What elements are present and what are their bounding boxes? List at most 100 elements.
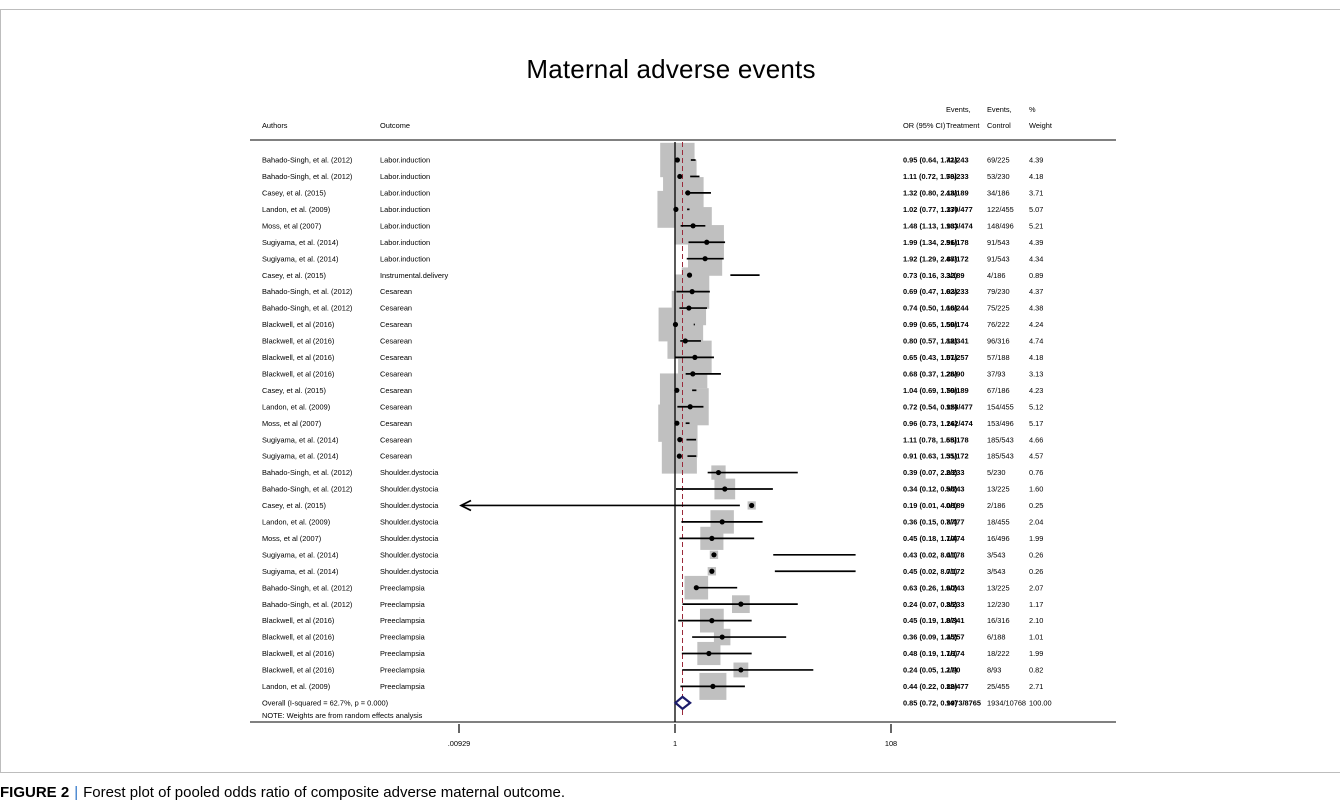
study-weight: 0.26 bbox=[1029, 567, 1043, 576]
study-outcome: Cesarean bbox=[380, 369, 412, 378]
study-or-ci: 0.74 (0.50, 1.10) bbox=[903, 304, 958, 313]
study-events-treatment: 66/244 bbox=[946, 304, 969, 313]
caption-label: FIGURE 2 bbox=[0, 784, 70, 801]
study-weight: 4.34 bbox=[1029, 254, 1043, 263]
study-events-treatment: 183/474 bbox=[946, 221, 974, 230]
study-author: Bahado-Singh, et al. (2012) bbox=[262, 156, 352, 165]
study-or-ci: 0.34 (0.12, 0.98) bbox=[903, 485, 958, 494]
point-estimate bbox=[710, 683, 716, 690]
figure-caption: FIGURE 2 | Forest plot of pooled odds rati… bbox=[0, 784, 565, 801]
study-events-control: 53/230 bbox=[987, 172, 1010, 181]
study-events-treatment: 2/233 bbox=[946, 468, 965, 477]
study-weight: 5.12 bbox=[1029, 402, 1043, 411]
study-or-ci: 1.02 (0.77, 1.37) bbox=[903, 205, 958, 214]
point-estimate bbox=[706, 650, 712, 657]
overall-events-treatment: 1473/8765 bbox=[946, 698, 981, 707]
study-events-control: 8/93 bbox=[987, 666, 1001, 675]
study-events-control: 18/222 bbox=[987, 649, 1010, 658]
study-outcome: Preeclampsia bbox=[380, 633, 426, 642]
study-outcome: Cesarean bbox=[380, 419, 412, 428]
study-events-control: 122/455 bbox=[987, 205, 1014, 214]
study-weight: 2.10 bbox=[1029, 616, 1043, 625]
study-or-ci: 1.99 (1.34, 2.96) bbox=[903, 238, 958, 247]
study-author: Blackwell, et al (2016) bbox=[262, 353, 334, 362]
study-or-ci: 0.68 (0.37, 1.26) bbox=[903, 369, 958, 378]
study-author: Landon, et al. (2009) bbox=[262, 518, 330, 527]
point-estimate bbox=[682, 338, 688, 344]
caption-text: Forest plot of pooled odds ratio of comp… bbox=[83, 784, 566, 801]
point-estimate bbox=[709, 568, 715, 574]
study-outcome: Shoulder.dystocia bbox=[380, 501, 439, 510]
point-estimate bbox=[687, 404, 693, 410]
study-or-ci: 0.44 (0.22, 0.89) bbox=[903, 682, 958, 691]
study-author: Sugiyama, et al. (2014) bbox=[262, 254, 338, 263]
point-estimate bbox=[719, 634, 725, 640]
study-weight: 4.18 bbox=[1029, 172, 1043, 181]
study-outcome: Cesarean bbox=[380, 304, 412, 313]
point-estimate bbox=[738, 667, 744, 673]
study-outcome: Shoulder.dystocia bbox=[380, 485, 439, 494]
study-outcome: Shoulder.dystocia bbox=[380, 550, 439, 559]
study-author: Bahado-Singh, et al. (2012) bbox=[262, 583, 352, 592]
study-author: Blackwell, et al (2016) bbox=[262, 337, 334, 346]
study-outcome: Shoulder.dystocia bbox=[380, 518, 439, 527]
study-events-control: 91/543 bbox=[987, 254, 1010, 263]
study-events-control: 12/230 bbox=[987, 600, 1010, 609]
study-weight: 4.38 bbox=[1029, 304, 1043, 313]
study-weight: 2.71 bbox=[1029, 682, 1043, 691]
study-events-control: 37/93 bbox=[987, 369, 1006, 378]
study-author: Sugiyama, et al. (2014) bbox=[262, 452, 338, 461]
study-events-treatment: 57/257 bbox=[946, 353, 969, 362]
study-events-treatment: 72/243 bbox=[946, 156, 969, 165]
study-outcome: Cesarean bbox=[380, 287, 412, 296]
x-tick-label: .00929 bbox=[448, 739, 471, 748]
point-estimate bbox=[686, 272, 693, 278]
study-author: Bahado-Singh, et al. (2012) bbox=[262, 287, 352, 296]
point-estimate bbox=[749, 502, 755, 509]
study-author: Blackwell, et al (2016) bbox=[262, 649, 334, 658]
study-events-control: 57/188 bbox=[987, 353, 1010, 362]
study-or-ci: 1.92 (1.29, 2.87) bbox=[903, 254, 958, 263]
study-weight: 3.71 bbox=[1029, 189, 1043, 198]
study-weight: 1.17 bbox=[1029, 600, 1043, 609]
point-estimate bbox=[692, 354, 698, 360]
study-events-treatment: 59/174 bbox=[946, 320, 969, 329]
point-estimate bbox=[690, 371, 696, 377]
study-events-treatment: 88/341 bbox=[946, 337, 969, 346]
point-estimate bbox=[674, 420, 680, 426]
study-outcome: Shoulder.dystocia bbox=[380, 468, 439, 477]
study-outcome: Labor.induction bbox=[380, 189, 430, 198]
study-author: Landon, et al. (2009) bbox=[262, 402, 330, 411]
study-outcome: Labor.induction bbox=[380, 156, 430, 165]
study-outcome: Cesarean bbox=[380, 353, 412, 362]
header-events-treatment-1: Events, bbox=[946, 105, 971, 114]
study-events-control: 91/543 bbox=[987, 238, 1010, 247]
point-estimate bbox=[722, 486, 728, 492]
point-estimate bbox=[686, 305, 692, 311]
study-outcome: Preeclampsia bbox=[380, 583, 426, 592]
study-events-treatment: 7/477 bbox=[946, 518, 965, 527]
study-weight: 0.82 bbox=[1029, 666, 1043, 675]
study-weight: 0.25 bbox=[1029, 501, 1043, 510]
study-events-treatment: 2/90 bbox=[946, 666, 960, 675]
study-outcome: Cesarean bbox=[380, 452, 412, 461]
study-events-control: 96/316 bbox=[987, 337, 1010, 346]
study-events-control: 5/230 bbox=[987, 468, 1006, 477]
study-outcome: Instrumental.delivery bbox=[380, 271, 448, 280]
study-author: Sugiyama, et al. (2014) bbox=[262, 567, 338, 576]
study-events-treatment: 3/189 bbox=[946, 271, 965, 280]
study-author: Blackwell, et al (2016) bbox=[262, 320, 334, 329]
study-weight: 4.18 bbox=[1029, 353, 1043, 362]
study-events-control: 25/455 bbox=[987, 682, 1010, 691]
overall-diamond bbox=[673, 695, 692, 711]
study-outcome: Preeclampsia bbox=[380, 666, 426, 675]
study-events-control: 75/225 bbox=[987, 304, 1010, 313]
point-estimate bbox=[689, 289, 695, 295]
study-events-control: 6/188 bbox=[987, 633, 1006, 642]
study-author: Sugiyama, et al. (2014) bbox=[262, 238, 338, 247]
study-author: Bahado-Singh, et al. (2012) bbox=[262, 468, 352, 477]
study-events-control: 13/225 bbox=[987, 583, 1010, 592]
overall-events-control: 1934/10768 bbox=[987, 698, 1026, 707]
figure-frame bbox=[0, 9, 1340, 773]
overall-label: Overall (I-squared = 62.7%, p = 0.000) bbox=[262, 698, 388, 707]
